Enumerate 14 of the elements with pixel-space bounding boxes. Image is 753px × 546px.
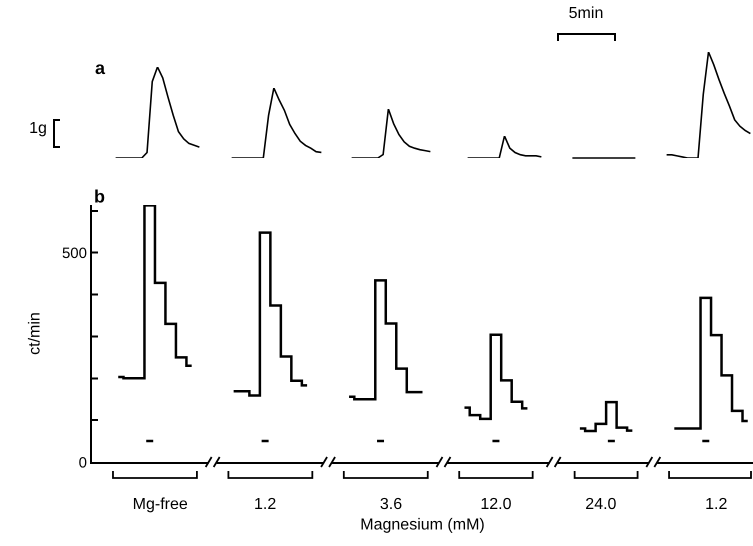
y-tick-label: 0 [78,454,87,472]
x-tick-label: Mg-free [132,496,188,514]
x-tick-label: 12.0 [480,496,512,514]
text: 5min [568,5,604,22]
x-tick-label: 3.6 [380,496,402,514]
chart-title: a [94,58,106,78]
y-axis-title: ct/min [26,312,44,355]
y-tick-label: 500 [62,244,87,262]
text: 1g [29,120,47,137]
x-tick-label: 1.2 [705,496,728,514]
x-axis-title: Magnesium (mM) [360,516,485,534]
chart-title: b [94,186,105,206]
x-tick-label: 24.0 [585,496,617,514]
x-tick-label: 1.2 [254,496,276,514]
